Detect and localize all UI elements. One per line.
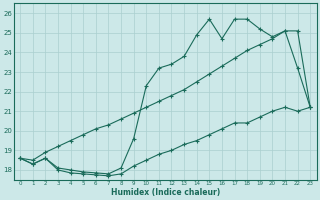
X-axis label: Humidex (Indice chaleur): Humidex (Indice chaleur)	[111, 188, 220, 197]
